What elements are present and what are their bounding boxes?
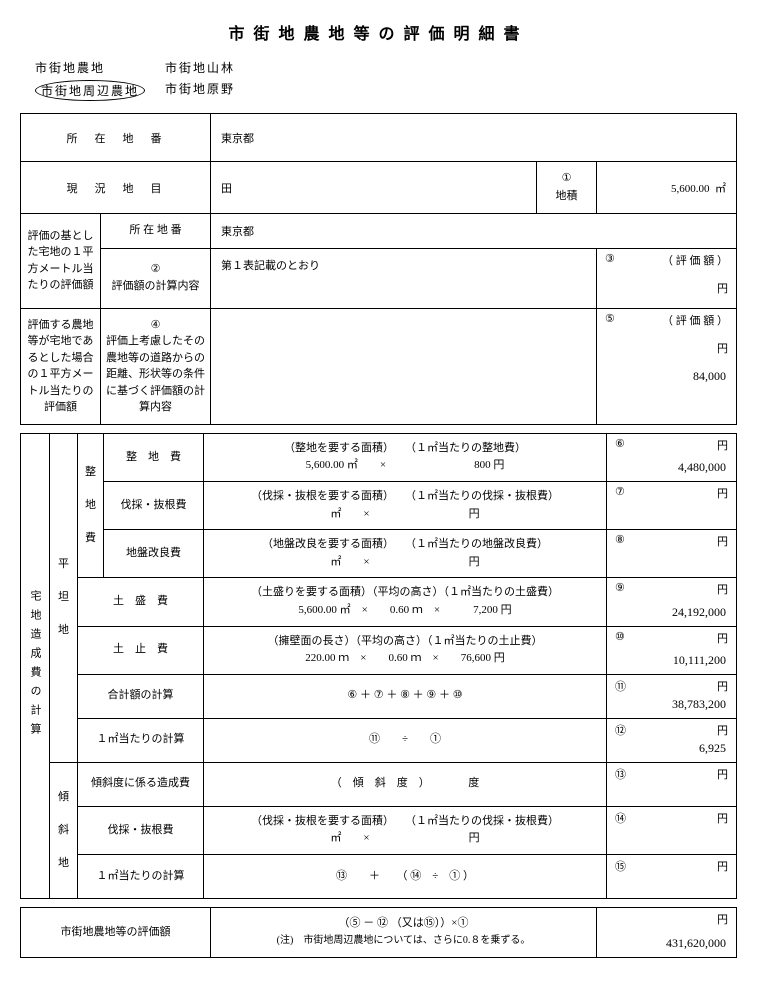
s3-label: 市街地農地等の評価額 <box>21 907 211 957</box>
s2-g1: 平坦地 <box>50 433 78 762</box>
s2r2-label: 伐採・抜根費 <box>104 481 204 529</box>
s1r3-sub2value: 第１表記載のとおり <box>211 248 597 308</box>
type-4: 市街地原野 <box>165 80 235 97</box>
s2b-r2-label: 伐採・抜根費 <box>78 806 204 854</box>
s2r3-val: ⑧円 <box>607 530 737 578</box>
type-3: 市街地山林 <box>165 59 235 76</box>
s2r7-label: １㎡当たりの計算 <box>78 718 204 762</box>
s2r1-calc: （整地を要する面積） （１㎡当たりの整地費）5,600.00 ㎡ × 800 円 <box>204 433 607 481</box>
s1r4-leftlabel: 評価する農地等が宅地であるとした場合の１平方メートル当たりの評価額 <box>21 308 101 424</box>
s1r1-value: 東京都 <box>211 114 737 162</box>
s2r6-calc: ⑥ ＋ ⑦ ＋ ⑧ ＋ ⑨ ＋ ⑩ <box>204 674 607 718</box>
s1r2-area-value: 5,600.00 ㎡ <box>597 162 737 214</box>
s2-g1sub: 整地費 <box>78 433 104 578</box>
section2-table: 宅地造成費の計算 平坦地 整地費 整 地 費 （整地を要する面積） （１㎡当たり… <box>20 433 737 899</box>
doc-title: 市街地農地等の評価明細書 <box>20 20 737 44</box>
s1r3-amt: ③ （ 評 価 額 ）円 <box>597 248 737 308</box>
s2r5-calc: （擁壁面の長さ）（平均の高さ）（１㎡当たりの土止費）220.00 ｍ × 0.6… <box>204 626 607 674</box>
s2b-r3-label: １㎡当たりの計算 <box>78 854 204 898</box>
s2b-r1-calc: （ 傾 斜 度 ） 度 <box>204 762 607 806</box>
s3-val: 円 431,620,000 <box>597 907 737 957</box>
s1r3-leftlabel: 評価の基とした宅地の１平方メートル当たりの評価額 <box>21 214 101 309</box>
s1r4-subvalue <box>211 308 597 424</box>
s2r6-val: ⑪円 38,783,200 <box>607 674 737 718</box>
s2r3-label: 地盤改良費 <box>104 530 204 578</box>
s1r1-label: 所 在 地 番 <box>21 114 211 162</box>
section1-table: 所 在 地 番 東京都 現 況 地 目 田 ① 地積 5,600.00 ㎡ 評価… <box>20 113 737 425</box>
s2r2-calc: （伐採・抜根を要する面積） （１㎡当たりの伐採・抜根費）㎡ × 円 <box>204 481 607 529</box>
s1r3-sub1label: 所 在 地 番 <box>101 214 211 249</box>
land-types: 市街地農地 市街地周辺農地 市街地山林 市街地原野 <box>20 59 737 101</box>
s1r3-sub1value: 東京都 <box>211 214 737 249</box>
s1r3-sub2label: ② 評価額の計算内容 <box>101 248 211 308</box>
s2r4-val: ⑨円 24,192,000 <box>607 578 737 626</box>
s2r4-label: 土 盛 費 <box>78 578 204 626</box>
s2r6-label: 合計額の計算 <box>78 674 204 718</box>
s2b-r2-calc: （伐採・抜根を要する面積） （１㎡当たりの伐採・抜根費）㎡ × 円 <box>204 806 607 854</box>
s1r2-area-label: ① 地積 <box>537 162 597 214</box>
s2-leftmain: 宅地造成費の計算 <box>21 433 50 898</box>
s1r2-label: 現 況 地 目 <box>21 162 211 214</box>
s1r4-sublabel: ④ 評価上考慮したその農地等の道路からの距離、形状等の条件に基づく評価額の計算内… <box>101 308 211 424</box>
s1r2-value: 田 <box>211 162 537 214</box>
s2r2-val: ⑦円 <box>607 481 737 529</box>
s2b-r1-label: 傾斜度に係る造成費 <box>78 762 204 806</box>
type-1: 市街地農地 <box>35 59 145 76</box>
s3-calc: （⑤ － ⑫ （又は⑮））×① (注) 市街地周辺農地については、さらに0.８を… <box>211 907 597 957</box>
s2r7-calc: ⑪ ÷ ① <box>204 718 607 762</box>
type-2-selected: 市街地周辺農地 <box>35 80 145 101</box>
s2-g2: 傾斜地 <box>50 762 78 898</box>
section3-table: 市街地農地等の評価額 （⑤ － ⑫ （又は⑮））×① (注) 市街地周辺農地につ… <box>20 907 737 958</box>
s2r5-val: ⑩円 10,111,200 <box>607 626 737 674</box>
s2b-r2-val: ⑭円 <box>607 806 737 854</box>
s2r7-val: ⑫円 6,925 <box>607 718 737 762</box>
s2r3-calc: （地盤改良を要する面積） （１㎡当たりの地盤改良費）㎡ × 円 <box>204 530 607 578</box>
s2b-r1-val: ⑬円 <box>607 762 737 806</box>
s2b-r3-val: ⑮円 <box>607 854 737 898</box>
s2r5-label: 土 止 費 <box>78 626 204 674</box>
s2r1-label: 整 地 費 <box>104 433 204 481</box>
s2r4-calc: （土盛りを要する面積）（平均の高さ）（１㎡当たりの土盛費）5,600.00 ㎡ … <box>204 578 607 626</box>
s2b-r3-calc: ⑬ ＋ （ ⑭ ÷ ① ） <box>204 854 607 898</box>
s2r1-val: ⑥円 4,480,000 <box>607 433 737 481</box>
s1r4-amt: ⑤ （ 評 価 額 ）円 84,000 <box>597 308 737 424</box>
